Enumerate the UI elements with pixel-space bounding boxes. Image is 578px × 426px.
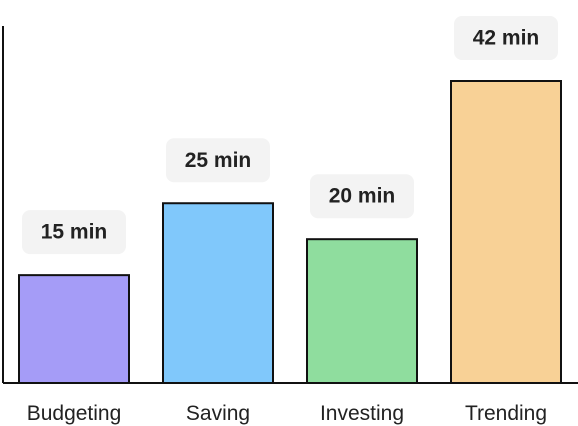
value-label-trending: 42 min [473,27,540,50]
value-label-box-trending [454,16,558,60]
category-labels-layer: Budgeting Saving Investing Trending [27,402,547,425]
category-label-trending: Trending [465,402,547,425]
value-label-box-saving [166,138,270,183]
value-label-budgeting: 15 min [41,221,108,244]
bar-investing [306,238,418,384]
value-label-box-budgeting [22,210,126,255]
value-labels-layer: 15 min 25 min 20 min 42 min [22,16,558,255]
value-label-saving: 25 min [185,149,252,172]
bars-layer [18,80,562,384]
value-label-investing: 20 min [329,185,396,208]
category-label-saving: Saving [186,402,250,425]
value-label-box-investing [310,174,414,219]
bar-saving [162,202,274,384]
category-label-budgeting: Budgeting [27,402,122,425]
bar-budgeting [18,274,130,384]
category-label-investing: Investing [320,402,404,425]
bar-trending [450,80,562,384]
